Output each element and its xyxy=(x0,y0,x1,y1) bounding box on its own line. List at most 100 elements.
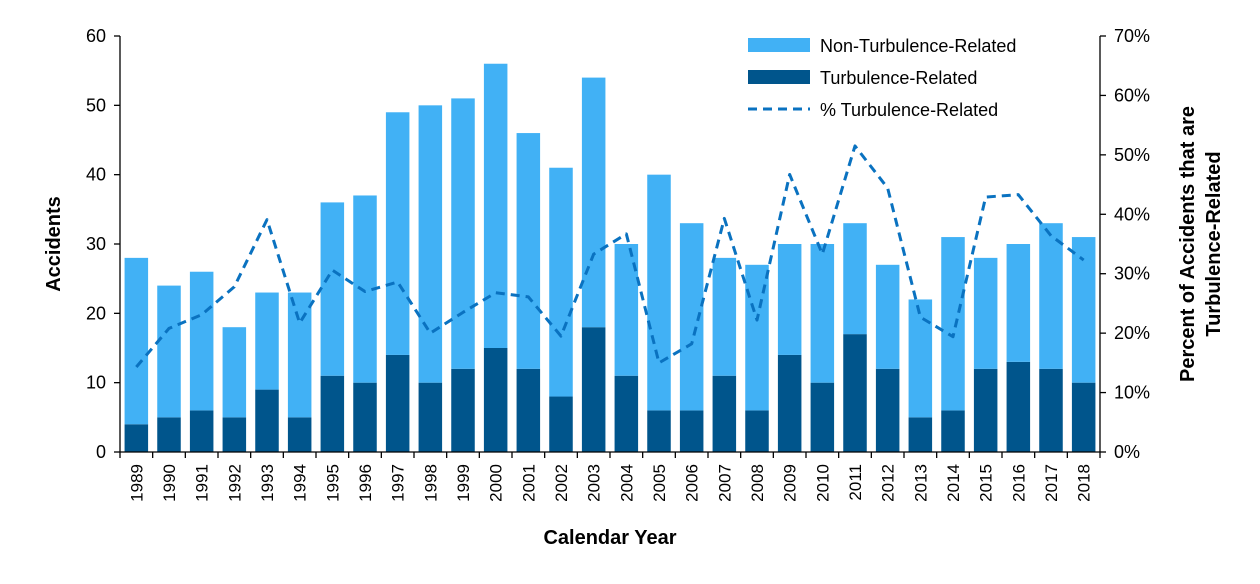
bar-non-turbulence-2013 xyxy=(908,299,933,418)
percent-line-group xyxy=(135,144,1085,368)
bar-turbulence-2000 xyxy=(483,348,508,452)
bar-non-turbulence-1990 xyxy=(157,285,181,418)
percent-turbulence-line xyxy=(135,144,1085,368)
x-tick-label-2016: 2016 xyxy=(1009,464,1028,502)
x-tick-label-1996: 1996 xyxy=(356,464,375,502)
bar-non-turbulence-1993 xyxy=(255,292,279,390)
bar-turbulence-1991 xyxy=(189,410,214,452)
bar-non-turbulence-1994 xyxy=(287,292,312,418)
bar-turbulence-2012 xyxy=(875,368,900,452)
legend-swatch-non-turbulence xyxy=(748,38,810,52)
legend-label-percent: % Turbulence-Related xyxy=(820,100,998,120)
bar-non-turbulence-2006 xyxy=(679,223,704,411)
bar-turbulence-1996 xyxy=(353,382,377,452)
bar-non-turbulence-2009 xyxy=(777,244,802,355)
legend-label-non-turbulence: Non-Turbulence-Related xyxy=(820,36,1016,56)
x-tick-label-2017: 2017 xyxy=(1042,464,1061,502)
x-tick-label-2008: 2008 xyxy=(748,464,767,502)
x-tick-label-1995: 1995 xyxy=(323,464,342,502)
left-tick-label: 10 xyxy=(86,373,106,393)
bar-turbulence-2003 xyxy=(581,327,606,452)
x-tick-label-1989: 1989 xyxy=(127,464,146,502)
left-y-tick-labels: 0 10 20 30 40 50 60 xyxy=(86,26,106,462)
x-tick-label-1999: 1999 xyxy=(454,464,473,502)
bar-turbulence-2016 xyxy=(1006,361,1031,452)
bar-non-turbulence-1991 xyxy=(189,271,214,411)
left-tick-label: 30 xyxy=(86,234,106,254)
bar-turbulence-2008 xyxy=(745,410,769,452)
bar-non-turbulence-2008 xyxy=(745,264,769,411)
bars-group xyxy=(124,63,1096,452)
bar-non-turbulence-2011 xyxy=(843,223,867,335)
bar-turbulence-1990 xyxy=(157,417,181,452)
bar-turbulence-2004 xyxy=(614,375,639,452)
legend-label-turbulence: Turbulence-Related xyxy=(820,68,977,88)
x-tick-label-2001: 2001 xyxy=(519,464,538,502)
bar-turbulence-1997 xyxy=(385,354,410,452)
x-tick-label-2011: 2011 xyxy=(846,464,865,501)
x-tick-label-1991: 1991 xyxy=(193,464,212,502)
bar-turbulence-2001 xyxy=(516,368,541,452)
bar-turbulence-2009 xyxy=(777,354,802,452)
bar-turbulence-1994 xyxy=(287,417,312,452)
x-tick-label-2014: 2014 xyxy=(944,464,963,502)
bar-non-turbulence-1995 xyxy=(320,202,345,376)
y-axis-title: Accidents xyxy=(43,196,65,292)
x-tick-label-2013: 2013 xyxy=(911,464,930,502)
bar-turbulence-2007 xyxy=(712,375,737,452)
bar-non-turbulence-2012 xyxy=(875,264,900,369)
bar-non-turbulence-2004 xyxy=(614,244,639,376)
bar-turbulence-2002 xyxy=(549,396,573,452)
bar-turbulence-2014 xyxy=(941,410,965,452)
left-tick-label: 20 xyxy=(86,303,106,323)
x-tick-label-1997: 1997 xyxy=(389,464,408,502)
bar-turbulence-2011 xyxy=(843,334,867,452)
bar-turbulence-2006 xyxy=(679,410,704,452)
bar-non-turbulence-1992 xyxy=(222,327,247,418)
bar-non-turbulence-2018 xyxy=(1071,237,1096,383)
x-tick-label-1993: 1993 xyxy=(258,464,277,502)
bar-non-turbulence-2003 xyxy=(581,77,606,328)
x-tick-label-1990: 1990 xyxy=(160,464,179,502)
x-tick-label-2005: 2005 xyxy=(650,464,669,502)
bar-non-turbulence-2016 xyxy=(1006,244,1031,362)
right-tick-label: 10% xyxy=(1114,383,1150,403)
x-tick-label-1994: 1994 xyxy=(291,464,310,502)
right-tick-label: 60% xyxy=(1114,85,1150,105)
right-tick-label: 0% xyxy=(1114,442,1140,462)
left-tick-label: 0 xyxy=(96,442,106,462)
bar-turbulence-1993 xyxy=(255,389,279,452)
bar-turbulence-2018 xyxy=(1071,382,1096,452)
bar-non-turbulence-2014 xyxy=(941,237,965,411)
x-tick-label-2002: 2002 xyxy=(552,464,571,502)
x-axis-title: Calendar Year xyxy=(543,527,676,549)
bar-turbulence-2005 xyxy=(647,410,671,452)
left-tick-label: 40 xyxy=(86,165,106,185)
bar-non-turbulence-1996 xyxy=(353,195,377,383)
bar-turbulence-2010 xyxy=(810,382,835,452)
right-tick-label: 70% xyxy=(1114,26,1150,46)
bar-non-turbulence-2015 xyxy=(973,257,998,369)
bar-non-turbulence-1997 xyxy=(385,112,410,355)
x-tick-label-2006: 2006 xyxy=(683,464,702,502)
bar-non-turbulence-2002 xyxy=(549,167,573,397)
y2-axis-title-line2: Turbulence-Related xyxy=(1203,151,1225,336)
right-y-tick-labels: 0% 10% 20% 30% 40% 50% 60% 70% xyxy=(1114,26,1150,462)
bar-turbulence-2017 xyxy=(1039,368,1063,452)
bar-non-turbulence-1989 xyxy=(124,257,149,425)
x-tick-label-2010: 2010 xyxy=(813,464,832,502)
x-tick-label-2003: 2003 xyxy=(585,464,604,502)
legend: Non-Turbulence-Related Turbulence-Relate… xyxy=(748,36,1016,120)
x-tick-label-2015: 2015 xyxy=(977,464,996,502)
x-tick-label-1992: 1992 xyxy=(225,464,244,502)
right-tick-label: 40% xyxy=(1114,204,1150,224)
x-tick-label-2004: 2004 xyxy=(617,464,636,502)
bar-turbulence-2015 xyxy=(973,368,998,452)
left-tick-label: 50 xyxy=(86,95,106,115)
right-tick-label: 30% xyxy=(1114,264,1150,284)
bar-non-turbulence-1998 xyxy=(418,105,443,383)
bar-turbulence-2013 xyxy=(908,417,933,452)
bar-non-turbulence-1999 xyxy=(451,98,475,369)
bar-turbulence-1999 xyxy=(451,368,475,452)
